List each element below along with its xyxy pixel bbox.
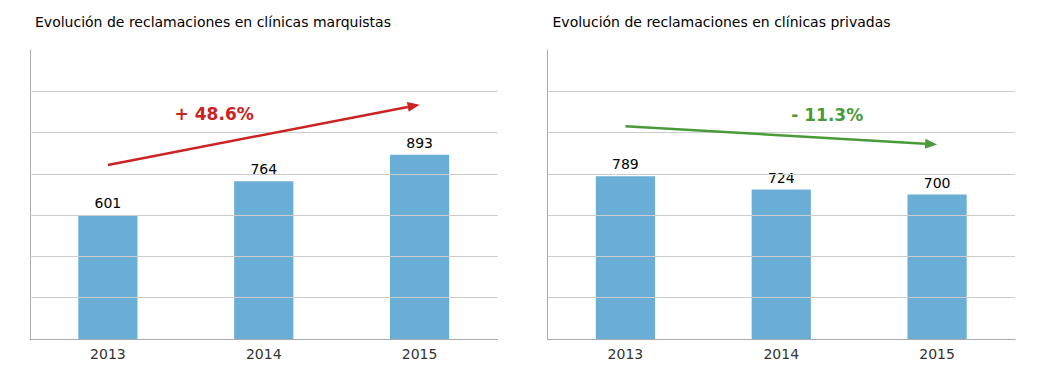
svg-text:700: 700 — [924, 175, 951, 191]
svg-text:2013: 2013 — [608, 346, 644, 362]
svg-text:601: 601 — [95, 195, 122, 211]
svg-text:2013: 2013 — [90, 346, 126, 362]
svg-text:2015: 2015 — [919, 346, 955, 362]
svg-text:Evolución de reclamaciones en: Evolución de reclamaciones en clínicas p… — [553, 14, 891, 30]
svg-text:2014: 2014 — [763, 346, 799, 362]
svg-text:2015: 2015 — [402, 346, 438, 362]
svg-text:2014: 2014 — [246, 346, 282, 362]
svg-text:Evolución de reclamaciones en: Evolución de reclamaciones en clínicas m… — [35, 14, 391, 30]
svg-text:789: 789 — [612, 156, 639, 172]
svg-text:- 11.3%: - 11.3% — [791, 105, 863, 125]
svg-text:893: 893 — [406, 135, 433, 151]
svg-text:+ 48.6%: + 48.6% — [175, 104, 254, 124]
svg-text:724: 724 — [768, 170, 795, 186]
svg-text:764: 764 — [250, 161, 278, 178]
